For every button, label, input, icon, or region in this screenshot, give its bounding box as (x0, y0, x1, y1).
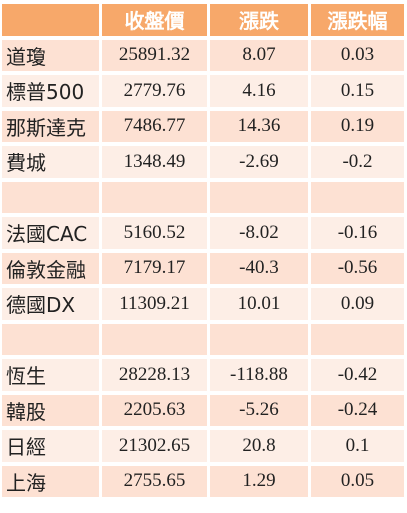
change-value: -2.69 (209, 146, 308, 178)
table-row: 法國CAC 5160.52 -8.02 -0.16 (2, 217, 405, 249)
index-name: 法國CAC (2, 217, 100, 249)
header-close: 收盤價 (102, 4, 207, 36)
header-change: 漲跌 (209, 4, 308, 36)
close-value: 1348.49 (102, 146, 207, 178)
table-row: 那斯達克 7486.77 14.36 0.19 (2, 110, 405, 142)
change-pct-value: -0.56 (310, 252, 405, 284)
close-value: 25891.32 (102, 39, 207, 71)
spacer-row (2, 181, 405, 213)
table-row: 德國DX 11309.21 10.01 0.09 (2, 288, 405, 320)
change-pct-value: 0.05 (310, 465, 405, 497)
change-value: -8.02 (209, 217, 308, 249)
table-row: 恆生 28228.13 -118.88 -0.42 (2, 359, 405, 391)
change-pct-value: -0.16 (310, 217, 405, 249)
index-name: 那斯達克 (2, 110, 100, 142)
change-pct-value: 0.15 (310, 75, 405, 107)
index-name: 恆生 (2, 359, 100, 391)
index-name: 上海 (2, 465, 100, 497)
index-name: 道瓊 (2, 39, 100, 71)
table-row: 道瓊 25891.32 8.07 0.03 (2, 39, 405, 71)
index-name (2, 323, 100, 355)
change-value: 4.16 (209, 75, 308, 107)
change-pct-value: 0.03 (310, 39, 405, 71)
close-value (102, 181, 207, 213)
close-value: 28228.13 (102, 359, 207, 391)
change-value: 8.07 (209, 39, 308, 71)
close-value: 11309.21 (102, 288, 207, 320)
close-value: 7179.17 (102, 252, 207, 284)
close-value (102, 323, 207, 355)
table-row: 韓股 2205.63 -5.26 -0.24 (2, 394, 405, 426)
table-row: 標普500 2779.76 4.16 0.15 (2, 75, 405, 107)
close-value: 21302.65 (102, 430, 207, 462)
index-name: 費城 (2, 146, 100, 178)
close-value: 2205.63 (102, 394, 207, 426)
change-value: -40.3 (209, 252, 308, 284)
close-value: 2779.76 (102, 75, 207, 107)
index-name: 倫敦金融 (2, 252, 100, 284)
change-value (209, 181, 308, 213)
change-value: -5.26 (209, 394, 308, 426)
close-value: 5160.52 (102, 217, 207, 249)
change-value: 14.36 (209, 110, 308, 142)
index-name (2, 181, 100, 213)
close-value: 7486.77 (102, 110, 207, 142)
index-name: 標普500 (2, 75, 100, 107)
header-name-cell (2, 4, 100, 36)
change-pct-value (310, 181, 405, 213)
change-pct-value: 0.09 (310, 288, 405, 320)
table-header-row: 收盤價 漲跌 漲跌幅 (2, 4, 405, 36)
index-name: 韓股 (2, 394, 100, 426)
change-value: 1.29 (209, 465, 308, 497)
change-pct-value (310, 323, 405, 355)
change-pct-value: 0.19 (310, 110, 405, 142)
header-change-pct: 漲跌幅 (310, 4, 405, 36)
change-pct-value: -0.2 (310, 146, 405, 178)
change-pct-value: 0.1 (310, 430, 405, 462)
table-row: 倫敦金融 7179.17 -40.3 -0.56 (2, 252, 405, 284)
table-row: 上海 2755.65 1.29 0.05 (2, 465, 405, 497)
change-value: 20.8 (209, 430, 308, 462)
table-row: 日經 21302.65 20.8 0.1 (2, 430, 405, 462)
change-value (209, 323, 308, 355)
stock-index-table: 收盤價 漲跌 漲跌幅 道瓊 25891.32 8.07 0.03 標普500 2… (2, 4, 405, 501)
change-value: 10.01 (209, 288, 308, 320)
index-name: 日經 (2, 430, 100, 462)
change-value: -118.88 (209, 359, 308, 391)
spacer-row (2, 323, 405, 355)
change-pct-value: -0.42 (310, 359, 405, 391)
index-name: 德國DX (2, 288, 100, 320)
close-value: 2755.65 (102, 465, 207, 497)
table-row: 費城 1348.49 -2.69 -0.2 (2, 146, 405, 178)
change-pct-value: -0.24 (310, 394, 405, 426)
